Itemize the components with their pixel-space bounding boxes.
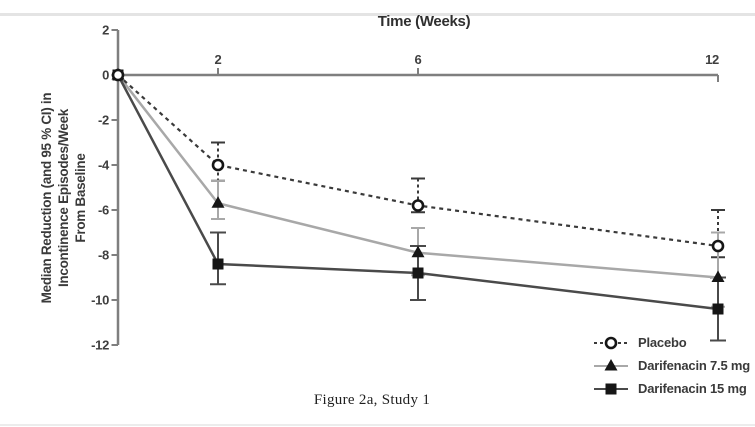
darifenacin-7-5mg-legend-marker-icon	[594, 358, 628, 370]
placebo-marker-week-6	[411, 199, 425, 212]
x-tick-label-12: 12	[705, 52, 719, 67]
darifenacin-7-5mg-legend-glyph	[604, 358, 618, 370]
y-tick-label--2: -2	[98, 113, 109, 128]
scan-artifact-bottom	[0, 424, 755, 426]
x-tick-label-2: 2	[215, 52, 222, 67]
figure-caption: Figure 2a, Study 1	[313, 392, 431, 408]
darifenacin-15mg-legend-glyph	[605, 383, 617, 394]
scan-artifact-top	[0, 13, 755, 16]
y-axis-title-line-3: From Baseline	[73, 153, 88, 243]
legend-label-darifenacin-15mg: Darifenacin 15 mg	[638, 381, 747, 396]
y-tick-label--10: -10	[91, 293, 109, 308]
placebo-legend-glyph	[604, 336, 618, 349]
placebo-marker-week-2	[211, 158, 225, 172]
legend: Placebo Darifenacin 7.5 mg Darifenacin 1…	[593, 331, 750, 400]
darifenacin-7-5mg-marker-week-6	[411, 245, 425, 258]
y-tick-label--12: -12	[91, 338, 109, 353]
legend-item-placebo: Placebo	[593, 331, 750, 354]
y-axis-title-line-2: Incontinence Episodes/Week	[56, 109, 71, 288]
darifenacin-15mg-legend-marker-icon	[594, 383, 628, 394]
y-tick-label--8: -8	[98, 248, 109, 263]
darifenacin-15mg-marker-week-2	[212, 258, 224, 270]
darifenacin-15mg-marker-week-12	[712, 303, 724, 315]
placebo-legend-marker-icon	[594, 336, 628, 349]
y-tick-label-0: 0	[102, 68, 109, 83]
darifenacin-7-5mg-marker-week-12	[711, 270, 725, 282]
legend-item-darifenacin-7-5mg: Darifenacin 7.5 mg	[593, 354, 750, 377]
y-tick-label-2: 2	[102, 23, 109, 38]
placebo-marker-week-0	[111, 68, 125, 82]
y-tick-label--4: -4	[98, 158, 110, 173]
x-axis-title: Time (Weeks)	[377, 13, 471, 30]
legend-item-darifenacin-15mg: Darifenacin 15 mg	[593, 377, 750, 400]
y-axis-title-line-1: Median Reduction (and 95 % CI) in	[39, 92, 54, 304]
y-tick-label--6: -6	[98, 203, 109, 218]
darifenacin-7-5mg-line	[117, 74, 719, 279]
darifenacin-15mg-line	[116, 74, 719, 311]
legend-label-placebo: Placebo	[638, 335, 687, 350]
darifenacin-7-5mg-marker-week-2	[211, 196, 225, 208]
darifenacin-15mg-marker-week-6	[412, 267, 424, 279]
x-tick-label-6: 6	[415, 52, 422, 67]
y-axis-title: Median Reduction (and 95 % CI) in Incont…	[38, 33, 90, 363]
placebo-marker-week-12	[711, 239, 725, 253]
placebo-line	[117, 74, 719, 248]
legend-label-darifenacin-7-5mg: Darifenacin 7.5 mg	[638, 358, 750, 373]
